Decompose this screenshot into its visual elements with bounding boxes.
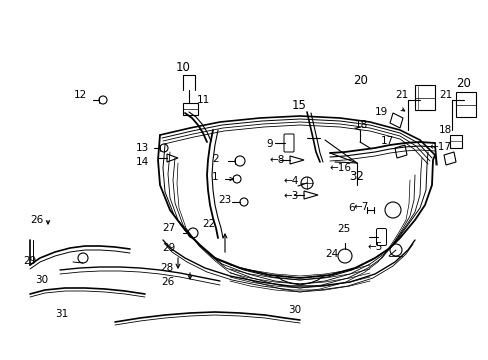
Text: 30: 30 — [287, 305, 301, 315]
Text: 11: 11 — [197, 95, 210, 105]
Text: 23: 23 — [218, 195, 231, 205]
Text: ←16: ←16 — [329, 163, 351, 173]
Text: 25: 25 — [336, 224, 349, 234]
Text: 1: 1 — [212, 172, 218, 182]
Text: 9: 9 — [266, 139, 272, 149]
Text: 10: 10 — [175, 60, 190, 73]
Text: ←3: ←3 — [283, 191, 298, 201]
Text: 19: 19 — [374, 107, 387, 117]
Text: 17: 17 — [380, 136, 393, 146]
Text: ←4: ←4 — [284, 176, 299, 186]
Text: ←7: ←7 — [353, 202, 368, 212]
Text: 30: 30 — [35, 275, 48, 285]
Text: ←17: ←17 — [429, 142, 451, 152]
Bar — [183, 103, 198, 115]
Text: 29: 29 — [24, 256, 37, 266]
Text: 28: 28 — [160, 263, 173, 273]
Text: 22: 22 — [202, 219, 215, 229]
Bar — [455, 92, 475, 117]
Text: 6: 6 — [347, 203, 354, 213]
Bar — [414, 85, 434, 110]
Text: 31: 31 — [55, 309, 68, 319]
Text: 18: 18 — [438, 125, 451, 135]
Text: ←8: ←8 — [269, 155, 285, 165]
Text: 32: 32 — [348, 170, 363, 183]
Text: 14: 14 — [136, 157, 149, 167]
Text: 24: 24 — [325, 249, 338, 259]
Text: 15: 15 — [291, 99, 306, 112]
Text: 21: 21 — [394, 90, 407, 100]
Text: 18: 18 — [354, 120, 367, 130]
Text: 26: 26 — [161, 277, 174, 287]
Text: 26: 26 — [30, 215, 43, 225]
Text: 27: 27 — [162, 223, 175, 233]
Text: 20: 20 — [455, 77, 470, 90]
Bar — [449, 135, 461, 148]
Text: 20: 20 — [353, 73, 367, 86]
Text: 13: 13 — [136, 143, 149, 153]
Text: 21: 21 — [438, 90, 451, 100]
Text: 29: 29 — [162, 243, 175, 253]
Text: 12: 12 — [74, 90, 87, 100]
Text: 2: 2 — [212, 154, 218, 164]
Text: ←5: ←5 — [367, 242, 383, 252]
